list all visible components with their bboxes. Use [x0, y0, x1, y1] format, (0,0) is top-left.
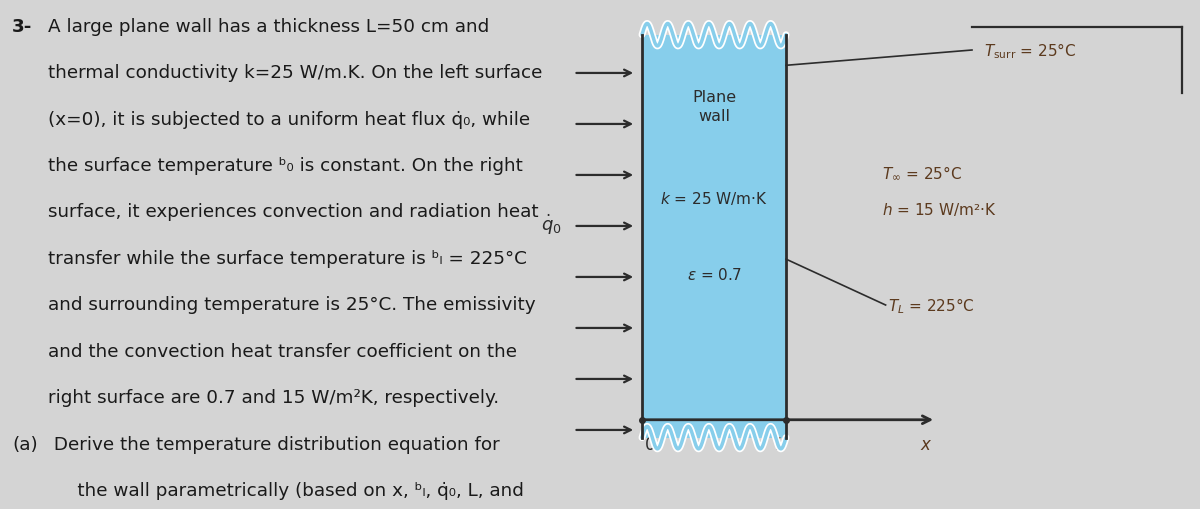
Text: thermal conductivity k=25 W/m.K. On the left surface: thermal conductivity k=25 W/m.K. On the … — [48, 64, 542, 82]
Text: (x=0), it is subjected to a uniform heat flux q̇₀, while: (x=0), it is subjected to a uniform heat… — [48, 110, 530, 128]
Bar — [642, 36, 786, 438]
Text: and the convection heat transfer coefficient on the: and the convection heat transfer coeffic… — [48, 342, 517, 360]
Text: 0: 0 — [644, 435, 655, 453]
Text: $x$: $x$ — [920, 435, 932, 453]
Text: right surface are 0.7 and 15 W/m²K, respectively.: right surface are 0.7 and 15 W/m²K, resp… — [48, 388, 499, 406]
Text: $T_L$ = 225°C: $T_L$ = 225°C — [888, 296, 974, 315]
Text: (a): (a) — [12, 435, 37, 453]
Text: Derive the temperature distribution equation for: Derive the temperature distribution equa… — [48, 435, 499, 453]
Text: $T_\infty$ = 25°C: $T_\infty$ = 25°C — [882, 164, 962, 182]
Text: the surface temperature ᵇ₀ is constant. On the right: the surface temperature ᵇ₀ is constant. … — [48, 157, 523, 175]
Text: transfer while the surface temperature is ᵇₗ = 225°C: transfer while the surface temperature i… — [48, 249, 527, 267]
Text: $k$ = 25 W/m·K: $k$ = 25 W/m·K — [660, 190, 768, 207]
Text: $L$: $L$ — [775, 435, 785, 453]
Text: Plane
wall: Plane wall — [692, 90, 736, 124]
Text: $h$ = 15 W/m²·K: $h$ = 15 W/m²·K — [882, 200, 997, 217]
Text: $\varepsilon$ = 0.7: $\varepsilon$ = 0.7 — [686, 267, 742, 283]
Text: the wall parametrically (based on x, ᵇₗ, q̇₀, L, and: the wall parametrically (based on x, ᵇₗ,… — [48, 481, 523, 499]
Text: A large plane wall has a thickness L=50 cm and: A large plane wall has a thickness L=50 … — [48, 18, 490, 36]
Text: and surrounding temperature is 25°C. The emissivity: and surrounding temperature is 25°C. The… — [48, 296, 535, 314]
Text: surface, it experiences convection and radiation heat: surface, it experiences convection and r… — [48, 203, 539, 221]
Text: 3-: 3- — [12, 18, 32, 36]
Text: $\dot{q}_0$: $\dot{q}_0$ — [541, 212, 562, 236]
Text: $T_{\rm surr}$ = 25°C: $T_{\rm surr}$ = 25°C — [984, 41, 1076, 61]
